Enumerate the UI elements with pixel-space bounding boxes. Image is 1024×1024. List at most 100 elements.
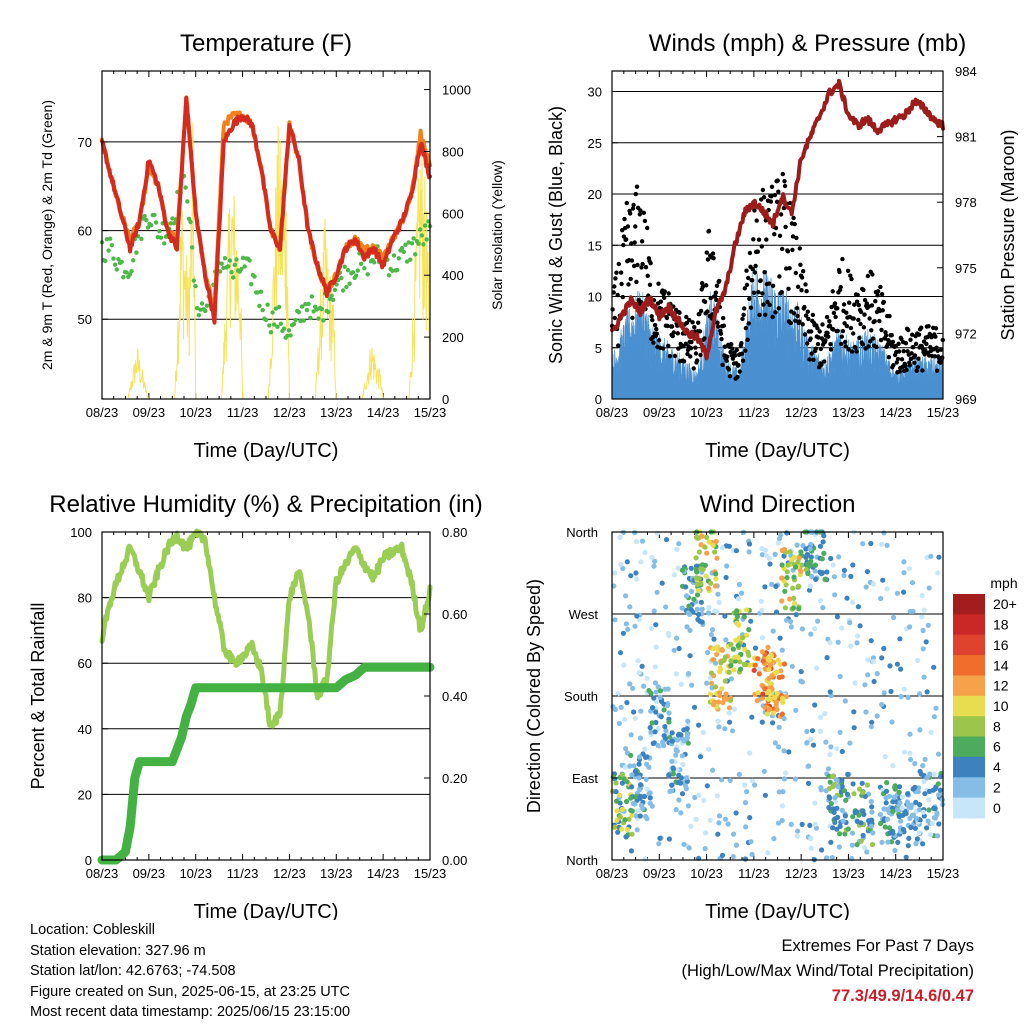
data-point <box>857 623 863 629</box>
data-point <box>662 724 668 730</box>
data-point <box>622 817 628 823</box>
data-point <box>897 369 902 374</box>
data-point <box>619 772 626 778</box>
data-point <box>778 212 784 217</box>
data-point <box>783 224 788 230</box>
data-point <box>910 608 916 615</box>
data-point <box>841 572 847 579</box>
data-point <box>746 652 752 659</box>
data-point <box>275 324 280 329</box>
chart-panel-1: Temperature (F) 08/23 09/23 10/23 11/23 12/23… <box>39 30 505 462</box>
data-point <box>678 681 684 687</box>
data-point <box>894 590 901 596</box>
data-point <box>832 301 838 306</box>
data-point <box>878 820 884 827</box>
data-point <box>616 261 621 267</box>
data-point <box>867 316 872 321</box>
data-point <box>612 284 617 289</box>
data-point <box>698 308 704 314</box>
data-point <box>773 310 778 315</box>
plot-border <box>611 70 944 400</box>
data-point <box>669 758 675 765</box>
data-point <box>422 223 428 228</box>
x-tick-label: 10/23 <box>690 405 723 420</box>
data-point <box>643 776 649 783</box>
data-point <box>804 289 809 294</box>
colorbar-swatch <box>953 777 985 799</box>
data-point <box>879 541 885 547</box>
data-point <box>332 287 338 293</box>
data-point <box>877 811 884 818</box>
data-point <box>837 831 843 837</box>
x-tick-label: 10/23 <box>179 866 212 881</box>
data-point <box>802 332 808 337</box>
data-point <box>644 761 650 767</box>
data-point <box>687 653 693 659</box>
data-point <box>695 587 702 594</box>
data-point <box>721 323 726 328</box>
data-point <box>860 541 866 547</box>
chart-panel-2: Winds (mph) & Pressure (mb) 08/23 09/23 10/… <box>546 30 1018 462</box>
data-point <box>772 232 777 237</box>
data-point <box>304 307 310 313</box>
data-point <box>817 598 824 604</box>
data-point <box>615 691 621 697</box>
data-point <box>707 817 713 823</box>
data-point <box>907 731 913 737</box>
data-point <box>654 331 659 336</box>
data-point <box>822 576 829 582</box>
data-point <box>931 664 937 670</box>
data-point <box>776 536 783 542</box>
data-point <box>799 562 805 568</box>
x-tick-label: 09/23 <box>643 405 676 420</box>
x-tick-label: 12/23 <box>785 866 818 881</box>
data-point <box>812 702 818 708</box>
data-point <box>651 563 657 569</box>
data-point <box>830 825 836 831</box>
data-point <box>673 752 679 758</box>
data-point <box>898 666 904 672</box>
data-point <box>812 562 818 568</box>
data-point <box>927 832 934 838</box>
data-point <box>692 325 697 330</box>
data-point <box>860 790 866 796</box>
data-point <box>922 791 928 797</box>
data-point <box>661 733 667 739</box>
data-point <box>768 653 775 659</box>
data-point <box>818 714 824 720</box>
data-point <box>700 729 706 735</box>
data-point <box>742 782 748 788</box>
data-point <box>760 187 766 193</box>
data-point <box>676 731 682 737</box>
data-point <box>627 681 633 687</box>
data-point <box>706 539 712 545</box>
data-point <box>657 694 663 701</box>
data-point <box>697 754 704 760</box>
data-point <box>858 838 864 844</box>
extremes-values: 77.3/49.9/14.6/0.47 <box>831 987 974 1005</box>
data-point <box>217 269 223 274</box>
extremes-box: Extremes For Past 7 Days (High/Low/Max W… <box>681 934 974 1009</box>
data-point <box>744 789 750 795</box>
data-point <box>247 258 252 263</box>
data-point <box>671 647 677 653</box>
data-point <box>724 696 730 702</box>
x-tick-label: 15/23 <box>414 405 447 420</box>
data-point <box>782 179 787 184</box>
data-point <box>920 646 926 652</box>
data-point <box>733 548 740 554</box>
data-point <box>704 250 709 255</box>
data-point <box>807 822 813 829</box>
data-point <box>723 691 729 697</box>
data-point <box>793 318 798 323</box>
data-point <box>869 804 875 810</box>
data-point <box>786 286 791 291</box>
data-point <box>775 178 780 183</box>
data-point <box>633 813 639 819</box>
data-point <box>119 259 124 264</box>
data-point <box>647 725 653 731</box>
data-point <box>670 771 677 777</box>
data-point <box>917 727 923 733</box>
data-point <box>795 313 800 319</box>
data-point <box>808 736 814 743</box>
